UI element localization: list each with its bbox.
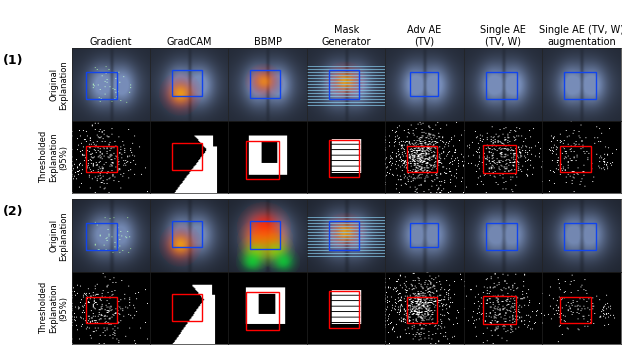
Bar: [329, 70, 359, 99]
Bar: [564, 222, 596, 250]
Text: Single AE (TV, W)
augmentation: Single AE (TV, W) augmentation: [539, 25, 622, 47]
Bar: [251, 221, 281, 249]
Bar: [407, 297, 437, 322]
Text: Mask
Generator: Mask Generator: [322, 25, 371, 47]
Bar: [411, 224, 438, 247]
Bar: [329, 291, 359, 328]
Text: Adv AE
(TV): Adv AE (TV): [407, 25, 442, 47]
Bar: [407, 146, 437, 172]
Bar: [486, 222, 517, 250]
Text: Gradient: Gradient: [90, 37, 132, 47]
Bar: [329, 221, 359, 250]
Text: (2): (2): [3, 205, 24, 218]
Bar: [411, 72, 438, 95]
Bar: [86, 146, 117, 172]
Bar: [246, 141, 279, 179]
Bar: [560, 146, 591, 172]
Bar: [172, 294, 202, 321]
Bar: [483, 297, 516, 324]
Bar: [564, 72, 596, 99]
Bar: [86, 72, 117, 99]
Bar: [86, 222, 117, 250]
Text: BBMP: BBMP: [254, 37, 282, 47]
Text: (1): (1): [3, 54, 24, 67]
Bar: [486, 72, 517, 99]
Text: Thresholded
Explanation
(95%): Thresholded Explanation (95%): [39, 282, 68, 334]
Text: Original
Explanation: Original Explanation: [49, 211, 68, 261]
Text: Single AE
(TV, W): Single AE (TV, W): [480, 25, 526, 47]
Text: Original
Explanation: Original Explanation: [49, 60, 68, 110]
Bar: [483, 145, 516, 173]
Text: GradCAM: GradCAM: [167, 37, 212, 47]
Bar: [329, 140, 359, 177]
Bar: [560, 297, 591, 322]
Bar: [86, 297, 117, 322]
Text: Thresholded
Explanation
(95%): Thresholded Explanation (95%): [39, 131, 68, 183]
Bar: [172, 70, 202, 95]
Bar: [172, 143, 202, 170]
Bar: [251, 70, 281, 98]
Bar: [172, 221, 202, 247]
Bar: [246, 292, 279, 330]
